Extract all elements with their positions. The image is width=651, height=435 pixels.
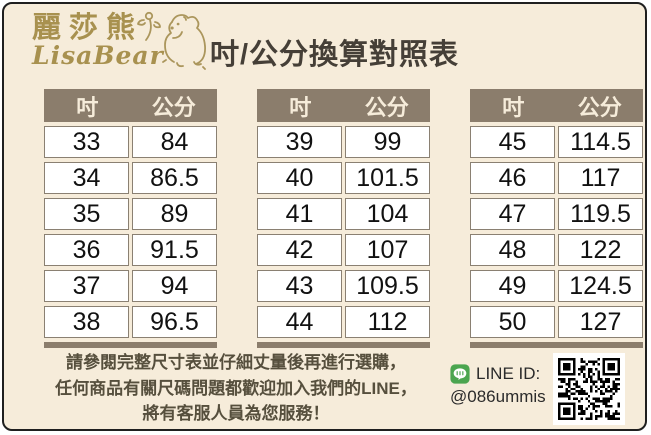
inch-cell: 34 bbox=[44, 162, 129, 194]
conversion-table-1: 吋 公分 33 84 34 86.5 35 89 36 91.5 37 94 38 96.5 bbox=[44, 89, 217, 348]
conversion-table-3: 吋 公分 45 114.5 46 117 47 119.5 48 122 49 124.5… bbox=[470, 89, 643, 348]
table-row: 47 119.5 bbox=[470, 198, 643, 230]
table-row: 48 122 bbox=[470, 234, 643, 266]
line-qr-code bbox=[553, 353, 625, 425]
inch-column-header: 吋 bbox=[76, 94, 99, 120]
line-app-icon bbox=[450, 364, 470, 384]
inch-cell: 42 bbox=[257, 234, 342, 266]
inch-cell: 48 bbox=[470, 234, 555, 266]
inch-cell: 49 bbox=[470, 270, 555, 302]
table-row: 33 84 bbox=[44, 126, 217, 158]
cm-cell: 89 bbox=[132, 198, 217, 230]
inch-cell: 38 bbox=[44, 306, 129, 338]
cm-cell: 127 bbox=[558, 306, 643, 338]
inch-cell: 33 bbox=[44, 126, 129, 158]
cm-cell: 114.5 bbox=[558, 126, 643, 158]
cm-column-header: 公分 bbox=[577, 94, 622, 120]
inch-cell: 47 bbox=[470, 198, 555, 230]
cm-cell: 122 bbox=[558, 234, 643, 266]
table-row: 44 112 bbox=[257, 306, 430, 338]
cm-cell: 99 bbox=[345, 126, 430, 158]
footer: 請參閱完整尺寸表並仔細丈量後再進行選購， 任何商品有關尺碼問題都歡迎加入我們的L… bbox=[4, 344, 645, 429]
table-row: 38 96.5 bbox=[44, 306, 217, 338]
header: 麗莎熊 LisaBear bbox=[4, 4, 645, 89]
inch-cell: 46 bbox=[470, 162, 555, 194]
cm-cell: 101.5 bbox=[345, 162, 430, 194]
line-id-label: LINE ID: bbox=[476, 364, 541, 383]
cm-cell: 96.5 bbox=[132, 306, 217, 338]
page-title: 吋/公分換算對照表 bbox=[209, 39, 460, 71]
brand-name-zh: 麗莎熊 bbox=[32, 12, 144, 44]
cm-cell: 84 bbox=[132, 126, 217, 158]
note-line-1: 請參閱完整尺寸表並仔細丈量後再進行選購， bbox=[66, 353, 406, 372]
cm-cell: 86.5 bbox=[132, 162, 217, 194]
cm-column-header: 公分 bbox=[364, 94, 409, 120]
line-contact: LINE ID: @086ummis bbox=[450, 364, 560, 407]
cm-cell: 104 bbox=[345, 198, 430, 230]
inch-cell: 36 bbox=[44, 234, 129, 266]
table-header-row: 吋 公分 bbox=[257, 89, 430, 122]
table-row: 36 91.5 bbox=[44, 234, 217, 266]
note-line-3: 將有客服人員為您服務！ bbox=[142, 404, 330, 423]
table-footer-bar bbox=[44, 342, 217, 348]
table-footer-bar bbox=[257, 342, 430, 348]
inch-cell: 45 bbox=[470, 126, 555, 158]
table-row: 39 99 bbox=[257, 126, 430, 158]
cm-cell: 109.5 bbox=[345, 270, 430, 302]
inch-cell: 43 bbox=[257, 270, 342, 302]
note-line-2: 任何商品有關尺碼問題都歡迎加入我們的LINE， bbox=[55, 378, 417, 398]
table-row: 42 107 bbox=[257, 234, 430, 266]
cm-column-header: 公分 bbox=[151, 94, 196, 120]
table-row: 49 124.5 bbox=[470, 270, 643, 302]
cm-cell: 119.5 bbox=[558, 198, 643, 230]
table-row: 34 86.5 bbox=[44, 162, 217, 194]
table-row: 50 127 bbox=[470, 306, 643, 338]
cm-cell: 94 bbox=[132, 270, 217, 302]
cm-cell: 124.5 bbox=[558, 270, 643, 302]
line-id-value: @086ummis bbox=[450, 387, 546, 406]
table-footer-bar bbox=[470, 342, 643, 348]
bear-mascot-icon bbox=[132, 8, 206, 79]
table-header-row: 吋 公分 bbox=[470, 89, 643, 122]
conversion-tables: 吋 公分 33 84 34 86.5 35 89 36 91.5 37 94 38 96.5… bbox=[44, 89, 643, 348]
inch-cell: 41 bbox=[257, 198, 342, 230]
cm-cell: 112 bbox=[345, 306, 430, 338]
purchase-note: 請參閱完整尺寸表並仔細丈量後再進行選購， 任何商品有關尺碼問題都歡迎加入我們的L… bbox=[26, 350, 446, 427]
cm-cell: 107 bbox=[345, 234, 430, 266]
conversion-table-2: 吋 公分 39 99 40 101.5 41 104 42 107 43 109.5 44… bbox=[257, 89, 430, 348]
inch-cell: 44 bbox=[257, 306, 342, 338]
table-row: 45 114.5 bbox=[470, 126, 643, 158]
table-row: 41 104 bbox=[257, 198, 430, 230]
inch-column-header: 吋 bbox=[502, 94, 525, 120]
inch-cell: 50 bbox=[470, 306, 555, 338]
brand-name-en: LisaBear bbox=[32, 41, 164, 70]
inch-cell: 39 bbox=[257, 126, 342, 158]
inch-cell: 35 bbox=[44, 198, 129, 230]
conversion-card: 麗莎熊 LisaBear bbox=[2, 2, 647, 431]
inch-cell: 37 bbox=[44, 270, 129, 302]
table-row: 37 94 bbox=[44, 270, 217, 302]
inch-cell: 40 bbox=[257, 162, 342, 194]
table-row: 43 109.5 bbox=[257, 270, 430, 302]
brand-logo: 麗莎熊 LisaBear bbox=[32, 13, 164, 69]
cm-cell: 91.5 bbox=[132, 234, 217, 266]
table-header-row: 吋 公分 bbox=[44, 89, 217, 122]
table-row: 46 117 bbox=[470, 162, 643, 194]
table-row: 35 89 bbox=[44, 198, 217, 230]
cm-cell: 117 bbox=[558, 162, 643, 194]
inch-column-header: 吋 bbox=[289, 94, 312, 120]
table-row: 40 101.5 bbox=[257, 162, 430, 194]
